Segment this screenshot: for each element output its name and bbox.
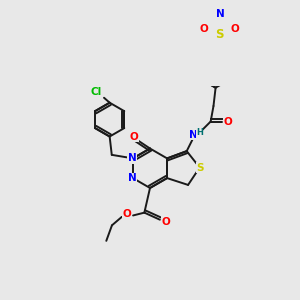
Text: Cl: Cl: [91, 87, 102, 97]
Text: N: N: [128, 173, 136, 183]
Text: H: H: [196, 128, 203, 137]
Text: S: S: [196, 163, 204, 172]
Text: O: O: [122, 209, 131, 219]
Text: N: N: [128, 153, 136, 164]
Text: N: N: [216, 9, 225, 20]
Text: N: N: [189, 130, 198, 140]
Text: O: O: [200, 24, 209, 34]
Text: O: O: [161, 217, 170, 227]
Text: S: S: [215, 28, 224, 40]
Text: O: O: [129, 131, 138, 142]
Text: O: O: [231, 24, 240, 34]
Text: O: O: [223, 116, 232, 127]
